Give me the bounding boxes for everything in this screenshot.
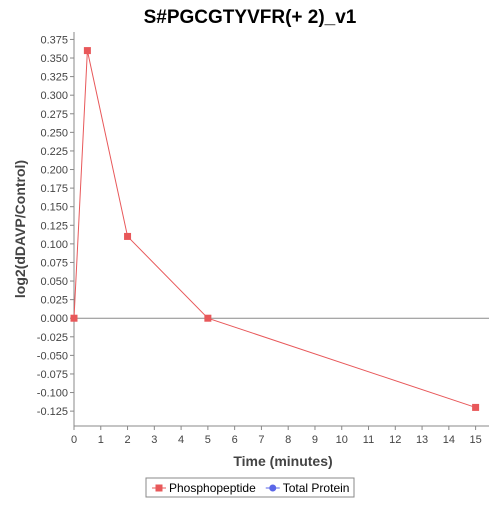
data-point (83, 47, 91, 55)
y-tick-label: 0.075 (40, 257, 68, 269)
x-tick-label: 7 (258, 434, 264, 446)
series-layer (70, 47, 480, 411)
y-tick-label: 0.250 (40, 127, 68, 139)
y-tick-label: 0.200 (40, 165, 68, 177)
x-tick-label: 3 (151, 434, 157, 446)
legend: Phosphopeptide Total Protein (145, 477, 355, 498)
y-tick-label: 0.125 (40, 220, 68, 232)
x-axis-label: Time (minutes) (233, 453, 332, 469)
legend-marker (155, 484, 163, 492)
x-tick-label: 9 (312, 434, 318, 446)
data-point (70, 314, 78, 322)
x-tick-label: 15 (469, 434, 481, 446)
x-tick-label: 0 (71, 434, 77, 446)
y-tick-label: 0.375 (40, 34, 68, 46)
y-tick-label: 0.300 (40, 90, 68, 102)
data-point (472, 403, 480, 411)
x-tick-label: 1 (98, 434, 104, 446)
x-axis: 0 1 2 3 4 5 6 7 8 9 10 11 12 13 14 15 (71, 425, 489, 446)
y-tick-label: 0.150 (40, 202, 68, 214)
x-tick-label: 2 (124, 434, 130, 446)
x-tick-label: 4 (178, 434, 184, 446)
legend-label: Phosphopeptide (169, 481, 256, 495)
chart-title: S#PGCGTYVFR(+ 2)_v1 (144, 7, 357, 28)
y-tick-label: -0.125 (37, 406, 68, 418)
plot-area (74, 32, 489, 426)
y-tick-label: 0.225 (40, 146, 68, 158)
y-tick-label: 0.100 (40, 239, 68, 251)
legend-box (145, 477, 355, 498)
y-tick-label: 0.050 (40, 276, 68, 288)
y-tick-label: 0.175 (40, 183, 68, 195)
y-tick-label: -0.025 (37, 332, 68, 344)
y-tick-label: 0.275 (40, 109, 68, 121)
x-tick-label: 10 (336, 434, 348, 446)
data-point (204, 314, 212, 322)
y-axis: -0.125 -0.100 -0.075 -0.050 -0.025 0.000 0.025… (37, 32, 75, 426)
y-tick-label: -0.075 (37, 369, 68, 381)
x-tick-label: 12 (389, 434, 401, 446)
x-tick-label: 11 (363, 434, 374, 446)
legend-label: Total Protein (283, 481, 350, 495)
x-tick-label: 14 (443, 434, 455, 446)
y-tick-label: -0.100 (37, 388, 68, 400)
x-tick-label: 6 (232, 434, 238, 446)
y-tick-label: 0.025 (40, 295, 68, 307)
y-axis-label: log2(dDAVP/Control) (12, 160, 28, 298)
legend-marker (269, 484, 277, 492)
x-tick-label: 5 (205, 434, 211, 446)
data-point (124, 232, 132, 240)
y-tick-label: -0.050 (37, 350, 68, 362)
y-tick-label: 0.350 (40, 53, 68, 65)
y-tick-label: 0.325 (40, 72, 68, 84)
x-tick-label: 13 (416, 434, 428, 446)
y-tick-label: 0.000 (40, 313, 68, 325)
x-tick-label: 8 (285, 434, 291, 446)
